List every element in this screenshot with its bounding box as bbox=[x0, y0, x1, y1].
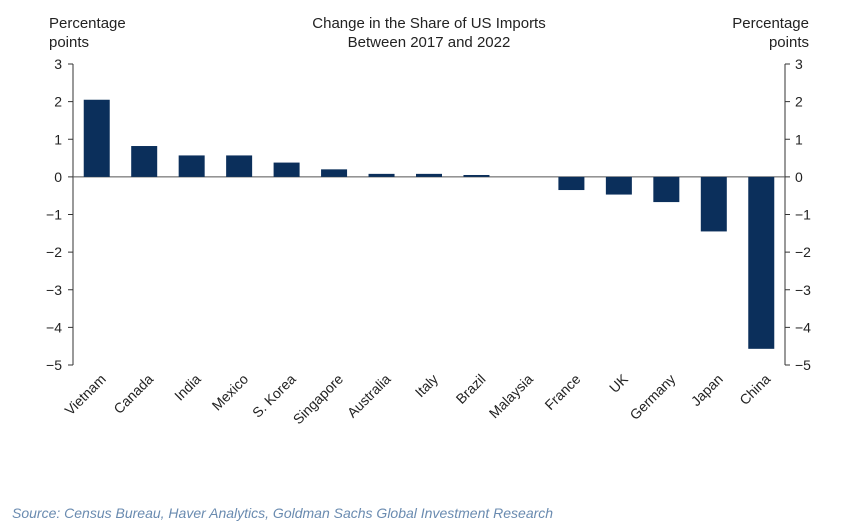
chart-title-line1: Change in the Share of US Imports bbox=[312, 15, 546, 32]
y-tick-label-left: −3 bbox=[46, 282, 62, 298]
bar-canada bbox=[131, 146, 158, 177]
y-tick-label-right: 3 bbox=[795, 56, 803, 72]
x-tick-label: Mexico bbox=[209, 371, 252, 414]
x-tick-label: China bbox=[736, 371, 773, 408]
x-tick-label: India bbox=[171, 371, 204, 404]
bar-germany bbox=[653, 176, 680, 203]
x-tick-label: Germany bbox=[626, 371, 678, 423]
y-axis-label-right: Percentage points bbox=[732, 14, 809, 52]
y-axis-label-left: Percentage points bbox=[49, 14, 126, 52]
bar-s-korea bbox=[273, 162, 300, 177]
y-tick-label-left: −4 bbox=[46, 319, 62, 335]
y-tick-label-left: −5 bbox=[46, 357, 62, 373]
y-axis-label-right-line2: points bbox=[768, 34, 809, 51]
bar-france bbox=[558, 176, 585, 191]
y-tick-label-right: −2 bbox=[795, 244, 811, 260]
y-tick-label-right: 0 bbox=[795, 169, 803, 185]
y-tick-label-right: −1 bbox=[795, 207, 811, 223]
x-tick-label: Malaysia bbox=[486, 371, 537, 422]
y-tick-label-left: −1 bbox=[46, 207, 62, 223]
bar-brazil bbox=[463, 174, 490, 177]
source-note: Source: Census Bureau, Haver Analytics, … bbox=[12, 505, 554, 521]
bar-australia bbox=[368, 173, 395, 177]
chart-title: Change in the Share of US Imports Betwee… bbox=[229, 14, 629, 52]
bar-india bbox=[178, 155, 205, 177]
y-tick-label-left: 3 bbox=[54, 56, 62, 72]
x-tick-label: Singapore bbox=[290, 371, 347, 428]
x-tick-label: Japan bbox=[688, 371, 726, 409]
bar-vietnam bbox=[83, 99, 110, 177]
y-tick-label-left: 1 bbox=[54, 131, 62, 147]
x-tick-label: Australia bbox=[344, 371, 394, 421]
x-tick-label: UK bbox=[606, 370, 632, 396]
x-tick-label: Canada bbox=[110, 371, 156, 417]
x-tick-label: Vietnam bbox=[61, 371, 108, 418]
y-tick-label-right: 1 bbox=[795, 131, 803, 147]
y-axis-label-left-line2: points bbox=[49, 34, 90, 51]
bar-japan bbox=[700, 176, 727, 232]
x-tick-label: Brazil bbox=[453, 371, 489, 407]
bar-china bbox=[748, 176, 775, 349]
y-tick-label-right: −5 bbox=[795, 357, 811, 373]
y-axis-label-right-line1: Percentage bbox=[732, 15, 809, 32]
y-axis-label-left-line1: Percentage bbox=[49, 15, 126, 32]
y-tick-label-right: −4 bbox=[795, 319, 811, 335]
bar-uk bbox=[605, 176, 632, 195]
y-tick-label-left: 0 bbox=[54, 169, 62, 185]
bar-singapore bbox=[321, 169, 348, 177]
y-tick-label-left: −2 bbox=[46, 244, 62, 260]
y-tick-label-right: 2 bbox=[795, 94, 803, 110]
y-tick-label-right: −3 bbox=[795, 282, 811, 298]
y-tick-label-left: 2 bbox=[54, 94, 62, 110]
bar-mexico bbox=[226, 155, 253, 177]
x-tick-label: France bbox=[541, 371, 583, 413]
x-tick-label: Italy bbox=[412, 371, 441, 400]
chart-title-line2: Between 2017 and 2022 bbox=[347, 34, 511, 51]
bar-italy bbox=[416, 173, 442, 177]
